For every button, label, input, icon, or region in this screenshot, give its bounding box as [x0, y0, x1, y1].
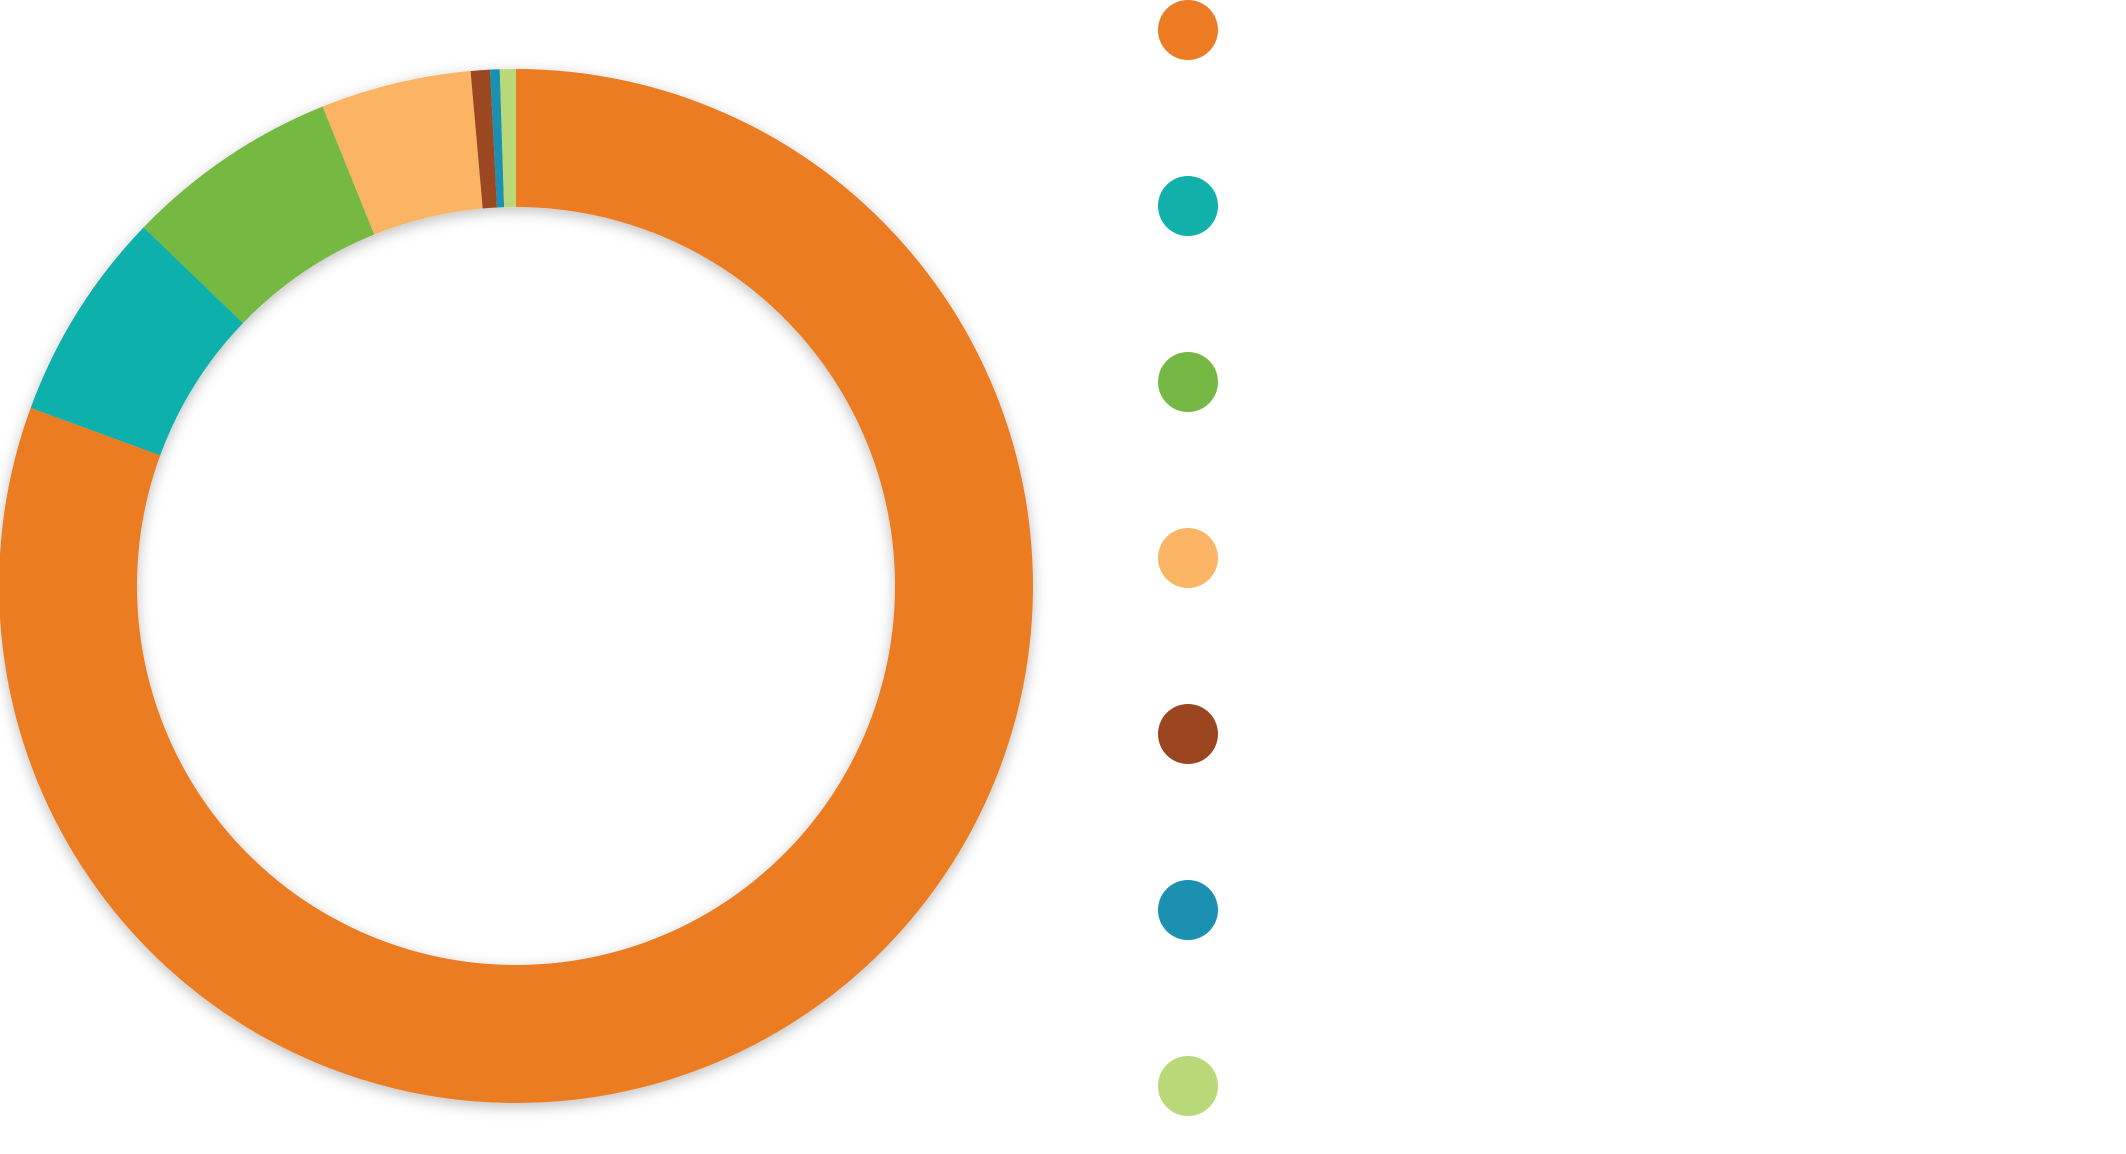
- legend-marker: [1158, 528, 1218, 588]
- legend-marker: [1158, 1056, 1218, 1116]
- donut: [0, 69, 1033, 1103]
- legend-marker: [1158, 704, 1218, 764]
- donut-slice: [490, 69, 505, 208]
- donut-slice: [322, 70, 483, 235]
- legend-marker: [1158, 352, 1218, 412]
- donut-slice: [470, 69, 497, 209]
- donut-slice: [499, 69, 516, 208]
- donut-slice: [30, 227, 244, 456]
- donut-slice: [143, 106, 375, 324]
- legend-marker: [1158, 880, 1218, 940]
- legend-marker: [1158, 176, 1218, 236]
- legend: [1158, 0, 1218, 1116]
- legend-marker: [1158, 0, 1218, 60]
